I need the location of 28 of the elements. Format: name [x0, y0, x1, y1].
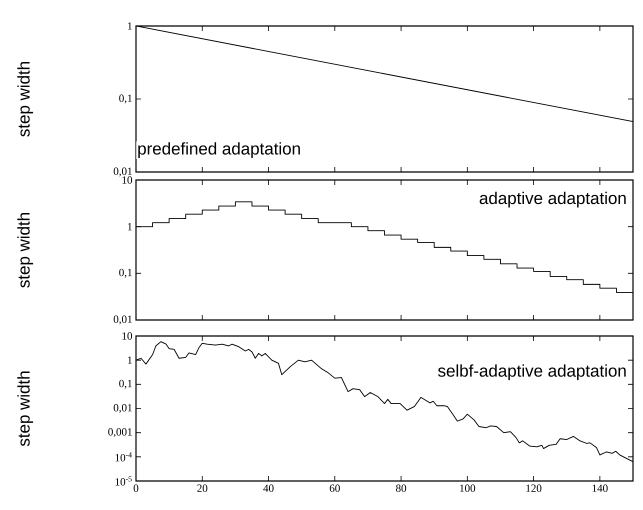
y-axis-title: step width: [17, 213, 34, 288]
y-tick-label: 1: [128, 223, 132, 230]
x-tick-label: 100: [460, 484, 476, 492]
y-tick-label: 0,01: [114, 168, 132, 176]
y-tick-label: 0,01: [114, 316, 132, 324]
y-tick-label: 0,1: [119, 268, 132, 278]
y-tick-label: 0,1: [119, 94, 132, 104]
x-tick-label: 40: [263, 484, 274, 492]
x-tick-label: 20: [197, 484, 208, 492]
x-tick-label: 60: [330, 484, 340, 492]
x-tick-label: 140: [592, 484, 608, 492]
y-tick-label: 10: [122, 176, 132, 184]
y-tick-label: 10: [122, 332, 132, 340]
annotation: predefined adaptation: [138, 142, 300, 158]
y-tick-label: 10$^{-5}$: [116, 476, 132, 486]
x-tick-label: 120: [526, 484, 542, 492]
y-tick-label: 1: [128, 22, 132, 30]
x-tick-label: 0: [134, 484, 138, 492]
y-tick-label: 0,01: [114, 404, 132, 413]
y-axis-title: step width: [17, 62, 34, 137]
y-tick-label: 10$^{-4}$: [116, 452, 132, 462]
x-tick-label: 80: [396, 484, 406, 492]
y-tick-label: 1: [128, 356, 132, 364]
y-tick-label: 0,001: [108, 428, 132, 438]
y-axis-title: step width: [17, 372, 34, 446]
annotation: selbf-adaptive adaptation: [438, 364, 626, 380]
y-tick-label: 0,1: [119, 380, 132, 389]
annotation: adaptive adaptation: [480, 192, 626, 208]
